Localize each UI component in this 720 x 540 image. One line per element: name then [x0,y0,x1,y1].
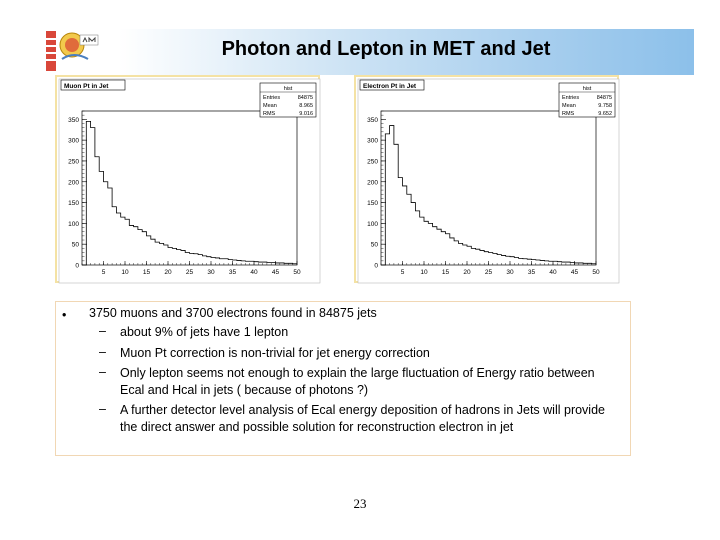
title-box [359,79,425,91]
stats-value: 9.758 [598,103,612,109]
stats-value: 9.016 [299,111,313,117]
y-tick-label: 250 [367,158,378,165]
x-tick-label: 20 [463,269,471,276]
stats-label: RMS [263,111,276,117]
stats-label: RMS [562,111,575,117]
y-tick-label: 350 [367,117,378,124]
histogram-outline [381,125,596,266]
y-tick-label: 150 [68,200,79,207]
stats-box [259,82,317,118]
x-tick-label: 50 [592,269,600,276]
y-tick-label: 200 [68,179,79,186]
x-tick-label: 45 [571,269,579,276]
stats-value: 9.652 [598,111,612,117]
x-tick-label: 45 [272,269,280,276]
title-box [60,79,126,91]
dash-marker: – [99,402,106,416]
y-tick-label: 0 [374,263,378,270]
x-tick-label: 35 [229,269,237,276]
muon-pt-plot: Muon Pt in Jet hist Entries 84875 Mean 8.965 R… [55,75,321,284]
title-band [40,29,694,75]
y-tick-label: 50 [371,242,379,249]
note-item-text: A further detector level analysis of Eca… [120,403,605,434]
note-item-text: about 9% of jets have 1 lepton [120,325,289,339]
x-tick-label: 5 [102,269,106,276]
notes-main-point: 3750 muons and 3700 electrons found in 8… [89,306,377,320]
stats-label: Entries [562,95,579,101]
dash-marker: – [99,345,106,359]
stats-value: 8.965 [299,103,313,109]
stats-header: hist [583,86,592,92]
dash-marker: – [99,365,106,379]
y-tick-label: 300 [68,138,79,145]
y-tick-label: 300 [367,138,378,145]
y-tick-label: 150 [367,200,378,207]
x-tick-label: 5 [401,269,405,276]
page-number: 23 [353,496,367,511]
muon-pt-histogram: Muon Pt in Jet hist Entries 84875 Mean 8.965 R… [58,78,321,284]
y-tick-label: 200 [367,179,378,186]
x-tick-label: 20 [164,269,172,276]
x-tick-label: 15 [442,269,450,276]
y-tick-label: 50 [72,242,80,249]
stats-label: Mean [562,103,576,109]
cms-logo [46,31,99,71]
chart-title: Muon Pt in Jet [64,83,109,90]
stats-box [558,82,616,118]
bullet-marker: • [62,308,67,322]
y-tick-label: 100 [367,221,378,228]
y-tick-label: 350 [68,117,79,124]
electron-pt-plot: Electron Pt in Jet hist Entries 84875 Mean 9.… [354,75,620,284]
note-item-text: Muon Pt correction is non-trivial for je… [120,346,430,360]
notes-box: • 3750 muons and 3700 electrons found in… [55,301,631,456]
stats-value: 84875 [298,95,313,101]
x-tick-label: 35 [528,269,536,276]
stats-header: hist [284,86,293,92]
dash-marker: – [99,324,106,338]
stats-label: Entries [263,95,280,101]
x-tick-label: 15 [143,269,151,276]
histogram-outline [82,121,297,266]
x-tick-label: 30 [506,269,514,276]
stats-label: Mean [263,103,277,109]
x-tick-label: 40 [549,269,557,276]
chart-title: Electron Pt in Jet [363,83,417,90]
electron-pt-histogram: Electron Pt in Jet hist Entries 84875 Mean 9.… [357,78,620,284]
y-tick-label: 0 [75,263,79,270]
stats-value: 84875 [597,95,612,101]
slide-title: Photon and Lepton in MET and Jet [221,38,551,60]
x-tick-label: 40 [250,269,258,276]
x-tick-label: 25 [485,269,493,276]
x-tick-label: 10 [420,269,428,276]
note-item-text: Only lepton seems not enough to explain … [120,366,595,397]
y-tick-label: 250 [68,158,79,165]
y-tick-label: 100 [68,221,79,228]
x-tick-label: 50 [293,269,301,276]
x-tick-label: 30 [207,269,215,276]
x-tick-label: 10 [121,269,129,276]
x-tick-label: 25 [186,269,194,276]
